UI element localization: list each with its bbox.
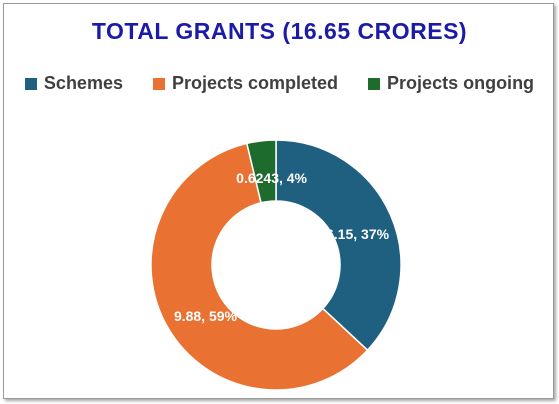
slice-projects-completed [150, 142, 369, 391]
data-label-schemes: 6.15, 37% [326, 226, 390, 242]
chart-legend: Schemes Projects completed Projects ongo… [4, 73, 555, 94]
chart-title: TOTAL GRANTS (16.65 CRORES) [91, 18, 468, 44]
legend-swatch-projects-completed [152, 77, 165, 90]
legend-item-projects-ongoing: Projects ongoing [368, 73, 534, 94]
legend-label-projects-completed: Projects completed [171, 73, 339, 93]
slice-schemes [275, 139, 402, 352]
data-label-projects-ongoing: 0.6243, 4% [236, 170, 307, 186]
legend-label-schemes: Schemes [43, 73, 123, 93]
legend-label-projects-ongoing: Projects ongoing [387, 73, 535, 93]
data-label-projects-completed: 9.88, 59% [174, 308, 238, 324]
legend-swatch-schemes [24, 77, 37, 90]
slice-projects-ongoing [245, 139, 277, 204]
legend-swatch-projects-ongoing [368, 77, 381, 90]
legend-item-projects-completed: Projects completed [152, 73, 339, 94]
legend-item-schemes: Schemes [24, 73, 123, 94]
doughnut-chart: 6.15, 37% 9.88, 59% 0.6243, 4% [150, 139, 402, 391]
chart-frame: TOTAL GRANTS (16.65 CRORES) Schemes Proj… [3, 3, 554, 399]
